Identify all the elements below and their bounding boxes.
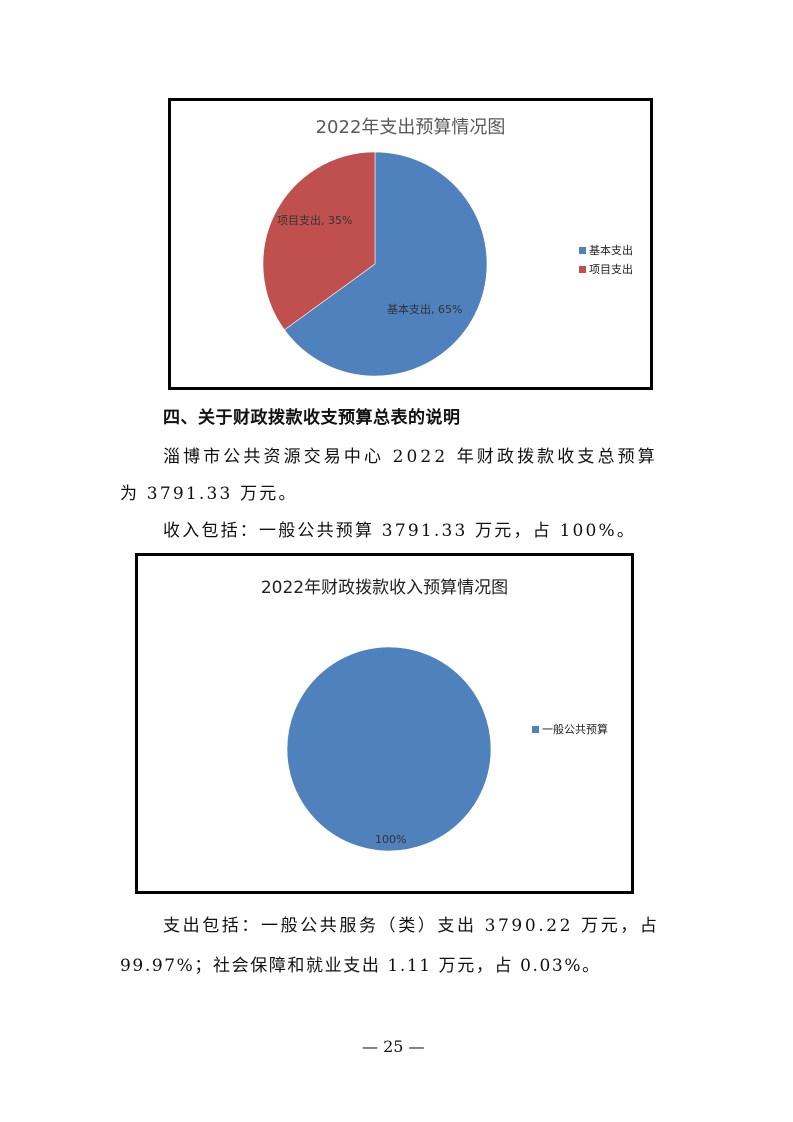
paragraph-income: 收入包括：一般公共预算 3791.33 万元，占 100%。 bbox=[163, 521, 637, 541]
paragraph-total-cont: 为 3791.33 万元。 bbox=[120, 484, 298, 504]
chart-title: 2022年财政拨款收入预算情况图 bbox=[260, 578, 509, 598]
data-label-project: 项目支出, 35% bbox=[277, 214, 353, 227]
paragraph-expenditure: 支出包括：一般公共服务（类）支出 3790.22 万元，占 bbox=[163, 916, 660, 936]
legend-swatch bbox=[532, 725, 539, 733]
section-heading: 四、关于财政拨款收支预算总表的说明 bbox=[163, 408, 461, 428]
chart-title: 2022年支出预算情况图 bbox=[315, 117, 506, 138]
legend-swatch bbox=[579, 246, 586, 254]
legend-label: 基本支出 bbox=[589, 244, 633, 257]
income-pie-chart: 2022年财政拨款收入预算情况图 100% 一般公共预算 bbox=[135, 553, 634, 894]
legend-swatch bbox=[579, 265, 586, 273]
legend-item-general: 一般公共预算 bbox=[532, 721, 608, 737]
pie-slice-项目支出 bbox=[262, 151, 376, 331]
legend-label: 一般公共预算 bbox=[542, 723, 608, 736]
data-label-general: 100% bbox=[375, 833, 407, 846]
pie-slice-基本支出 bbox=[283, 151, 488, 377]
pie-svg bbox=[286, 646, 492, 852]
page-number: — 25 — bbox=[362, 1037, 425, 1056]
expenditure-pie-chart: 2022年支出预算情况图 项目支出, 35% 基本支出, 65% 基本支出 项目… bbox=[168, 98, 653, 390]
legend-label: 项目支出 bbox=[589, 263, 633, 276]
legend-item-basic: 基本支出 bbox=[579, 242, 633, 258]
legend-item-project: 项目支出 bbox=[579, 261, 633, 277]
data-label-basic: 基本支出, 65% bbox=[387, 303, 463, 316]
pie-slice-一般公共预算 bbox=[286, 646, 492, 852]
paragraph-total: 淄博市公共资源交易中心 2022 年财政拨款收支总预算 bbox=[163, 447, 658, 467]
pie-svg bbox=[262, 151, 488, 377]
paragraph-expenditure-cont: 99.97%；社会保障和就业支出 1.11 万元，占 0.03%。 bbox=[120, 956, 601, 976]
